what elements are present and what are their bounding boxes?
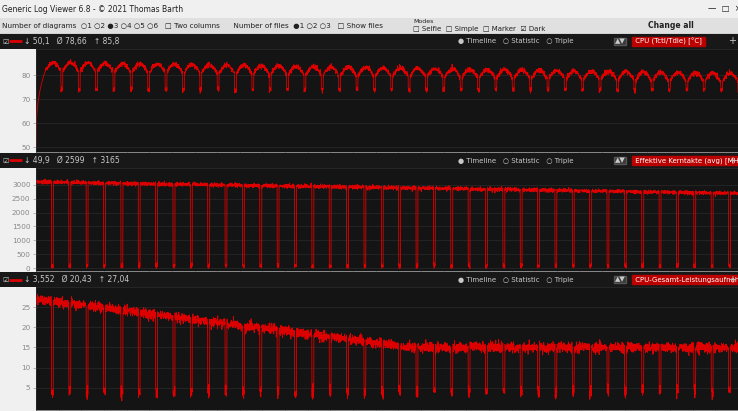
Text: ☑: ☑ xyxy=(2,157,8,164)
Text: ● Timeline   ○ Statistic   ○ Triple: ● Timeline ○ Statistic ○ Triple xyxy=(458,39,573,44)
Text: ↓ 3,552   Ø 20,43   ↑ 27,04: ↓ 3,552 Ø 20,43 ↑ 27,04 xyxy=(24,275,130,284)
Text: ☑: ☑ xyxy=(2,39,8,44)
Text: ● Timeline   ○ Statistic   ○ Triple: ● Timeline ○ Statistic ○ Triple xyxy=(458,157,573,164)
Text: ▲▼: ▲▼ xyxy=(615,277,626,282)
Text: CPU-Gesamt-Leistungsaufnahme [W]: CPU-Gesamt-Leistungsaufnahme [W] xyxy=(633,276,738,283)
Text: Effektive Kerntakte (avg) [MHz]: Effektive Kerntakte (avg) [MHz] xyxy=(633,157,738,164)
Text: —  □  ×: — □ × xyxy=(708,5,738,14)
Text: ↓ 50,1   Ø 78,66   ↑ 85,8: ↓ 50,1 Ø 78,66 ↑ 85,8 xyxy=(24,37,120,46)
Text: +: + xyxy=(728,37,736,46)
Text: ▲▼: ▲▼ xyxy=(615,157,626,164)
Text: Change all: Change all xyxy=(648,21,694,30)
Text: ↓ 49,9   Ø 2599   ↑ 3165: ↓ 49,9 Ø 2599 ↑ 3165 xyxy=(24,156,120,165)
Text: +: + xyxy=(728,155,736,166)
Text: Number of diagrams  ○1 ○2 ●3 ○4 ○5 ○6   □ Two columns      Number of files  ●1 ○: Number of diagrams ○1 ○2 ●3 ○4 ○5 ○6 □ T… xyxy=(2,23,383,29)
Text: CPU (Tctl/Tdie) [°C]: CPU (Tctl/Tdie) [°C] xyxy=(633,38,704,45)
Text: +: + xyxy=(728,275,736,284)
Text: Generic Log Viewer 6.8 - © 2021 Thomas Barth: Generic Log Viewer 6.8 - © 2021 Thomas B… xyxy=(2,5,183,14)
Text: Modes: Modes xyxy=(413,19,434,24)
Text: ☑: ☑ xyxy=(2,277,8,282)
Text: ● Timeline   ○ Statistic   ○ Triple: ● Timeline ○ Statistic ○ Triple xyxy=(458,277,573,282)
Text: ▲▼: ▲▼ xyxy=(615,39,626,44)
Text: □ Selfie  □ Simple  □ Marker  ☑ Dark: □ Selfie □ Simple □ Marker ☑ Dark xyxy=(413,25,545,32)
